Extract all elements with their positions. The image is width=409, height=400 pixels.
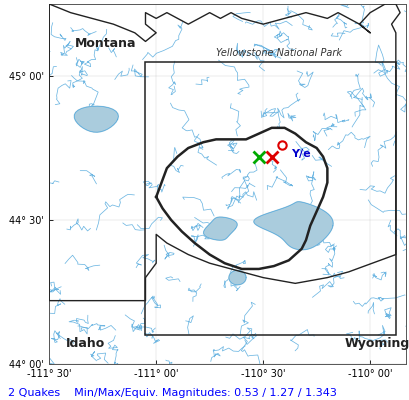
Bar xyxy=(145,62,395,335)
Text: 2 Quakes    Min/Max/Equiv. Magnitudes: 0.53 / 1.27 / 1.343: 2 Quakes Min/Max/Equiv. Magnitudes: 0.53… xyxy=(8,388,336,398)
Text: Y/e: Y/e xyxy=(290,149,310,159)
Text: Montana: Montana xyxy=(75,37,136,50)
Polygon shape xyxy=(253,202,332,250)
Polygon shape xyxy=(203,217,236,240)
Polygon shape xyxy=(74,106,118,132)
Text: Yellowstone National Park: Yellowstone National Park xyxy=(216,48,341,58)
Polygon shape xyxy=(228,270,245,285)
Text: Idaho: Idaho xyxy=(66,337,105,350)
Text: Wyoming: Wyoming xyxy=(344,337,409,350)
